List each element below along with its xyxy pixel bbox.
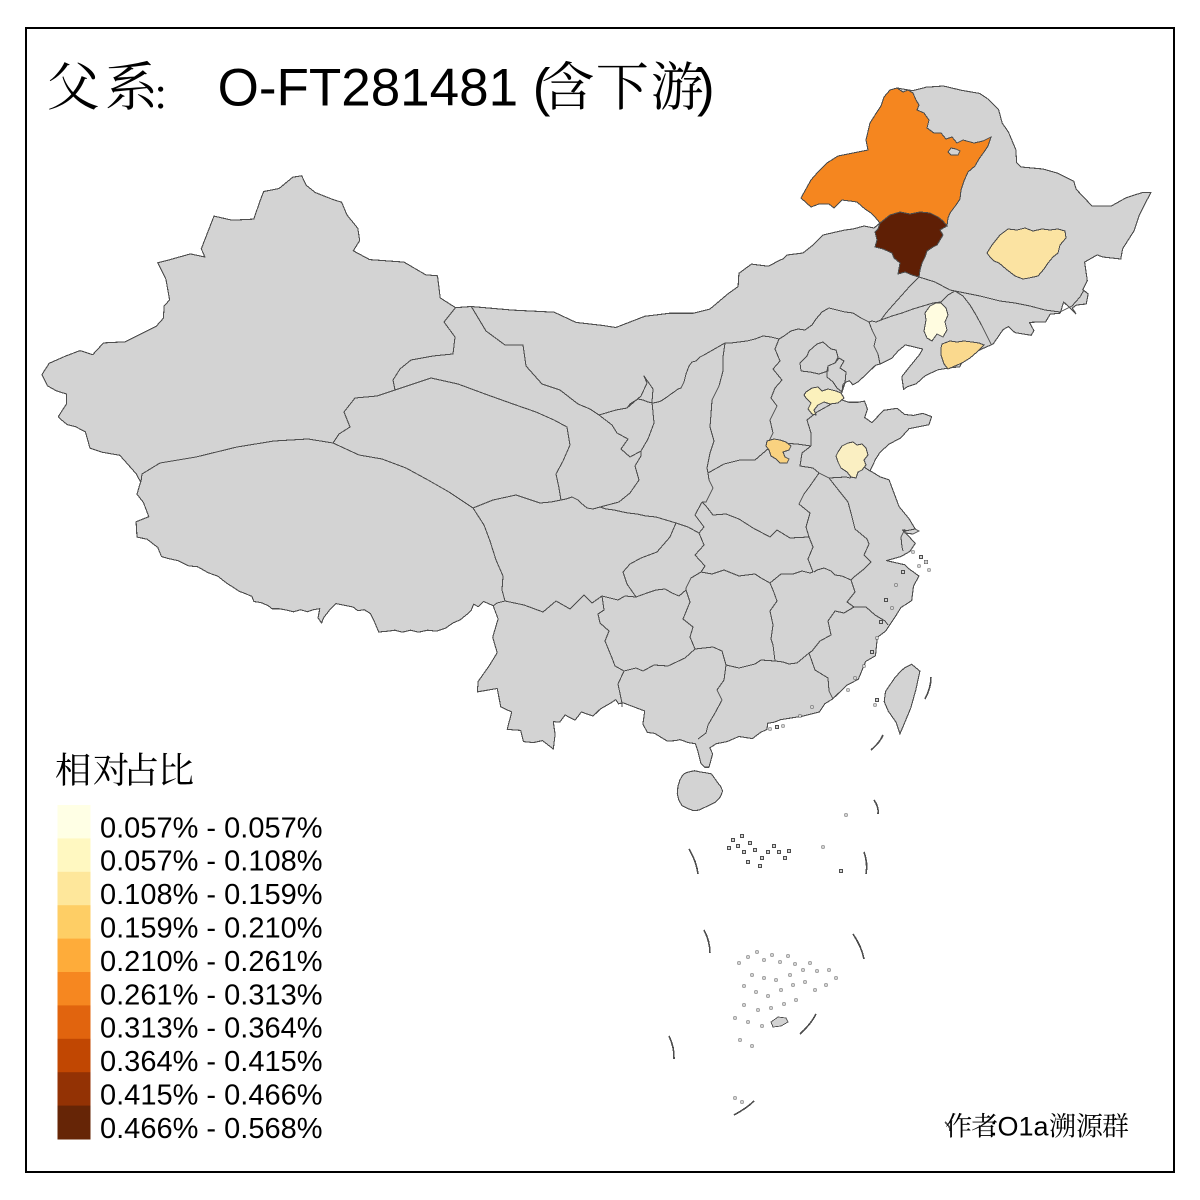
svg-text:0.313% - 0.364%: 0.313% - 0.364% <box>100 1013 322 1045</box>
svg-text:0.261% - 0.313%: 0.261% - 0.313% <box>100 979 322 1011</box>
svg-text:0.108% - 0.159%: 0.108% - 0.159% <box>100 879 322 911</box>
svg-text::O1a: :O1a <box>990 1112 1050 1142</box>
svg-text:0.159% - 0.210%: 0.159% - 0.210% <box>100 913 322 945</box>
svg-text:0.466% - 0.568%: 0.466% - 0.568% <box>100 1113 322 1145</box>
svg-text:): ) <box>697 59 715 118</box>
svg-text:O-FT281481 (: O-FT281481 ( <box>218 59 551 118</box>
svg-text:0.210% - 0.261%: 0.210% - 0.261% <box>100 946 322 978</box>
svg-text:0.364% - 0.415%: 0.364% - 0.415% <box>100 1046 322 1078</box>
svg-text:0.057% - 0.108%: 0.057% - 0.108% <box>100 846 322 878</box>
svg-text:0.057% - 0.057%: 0.057% - 0.057% <box>100 812 322 844</box>
svg-text:0.415% - 0.466%: 0.415% - 0.466% <box>100 1080 322 1112</box>
